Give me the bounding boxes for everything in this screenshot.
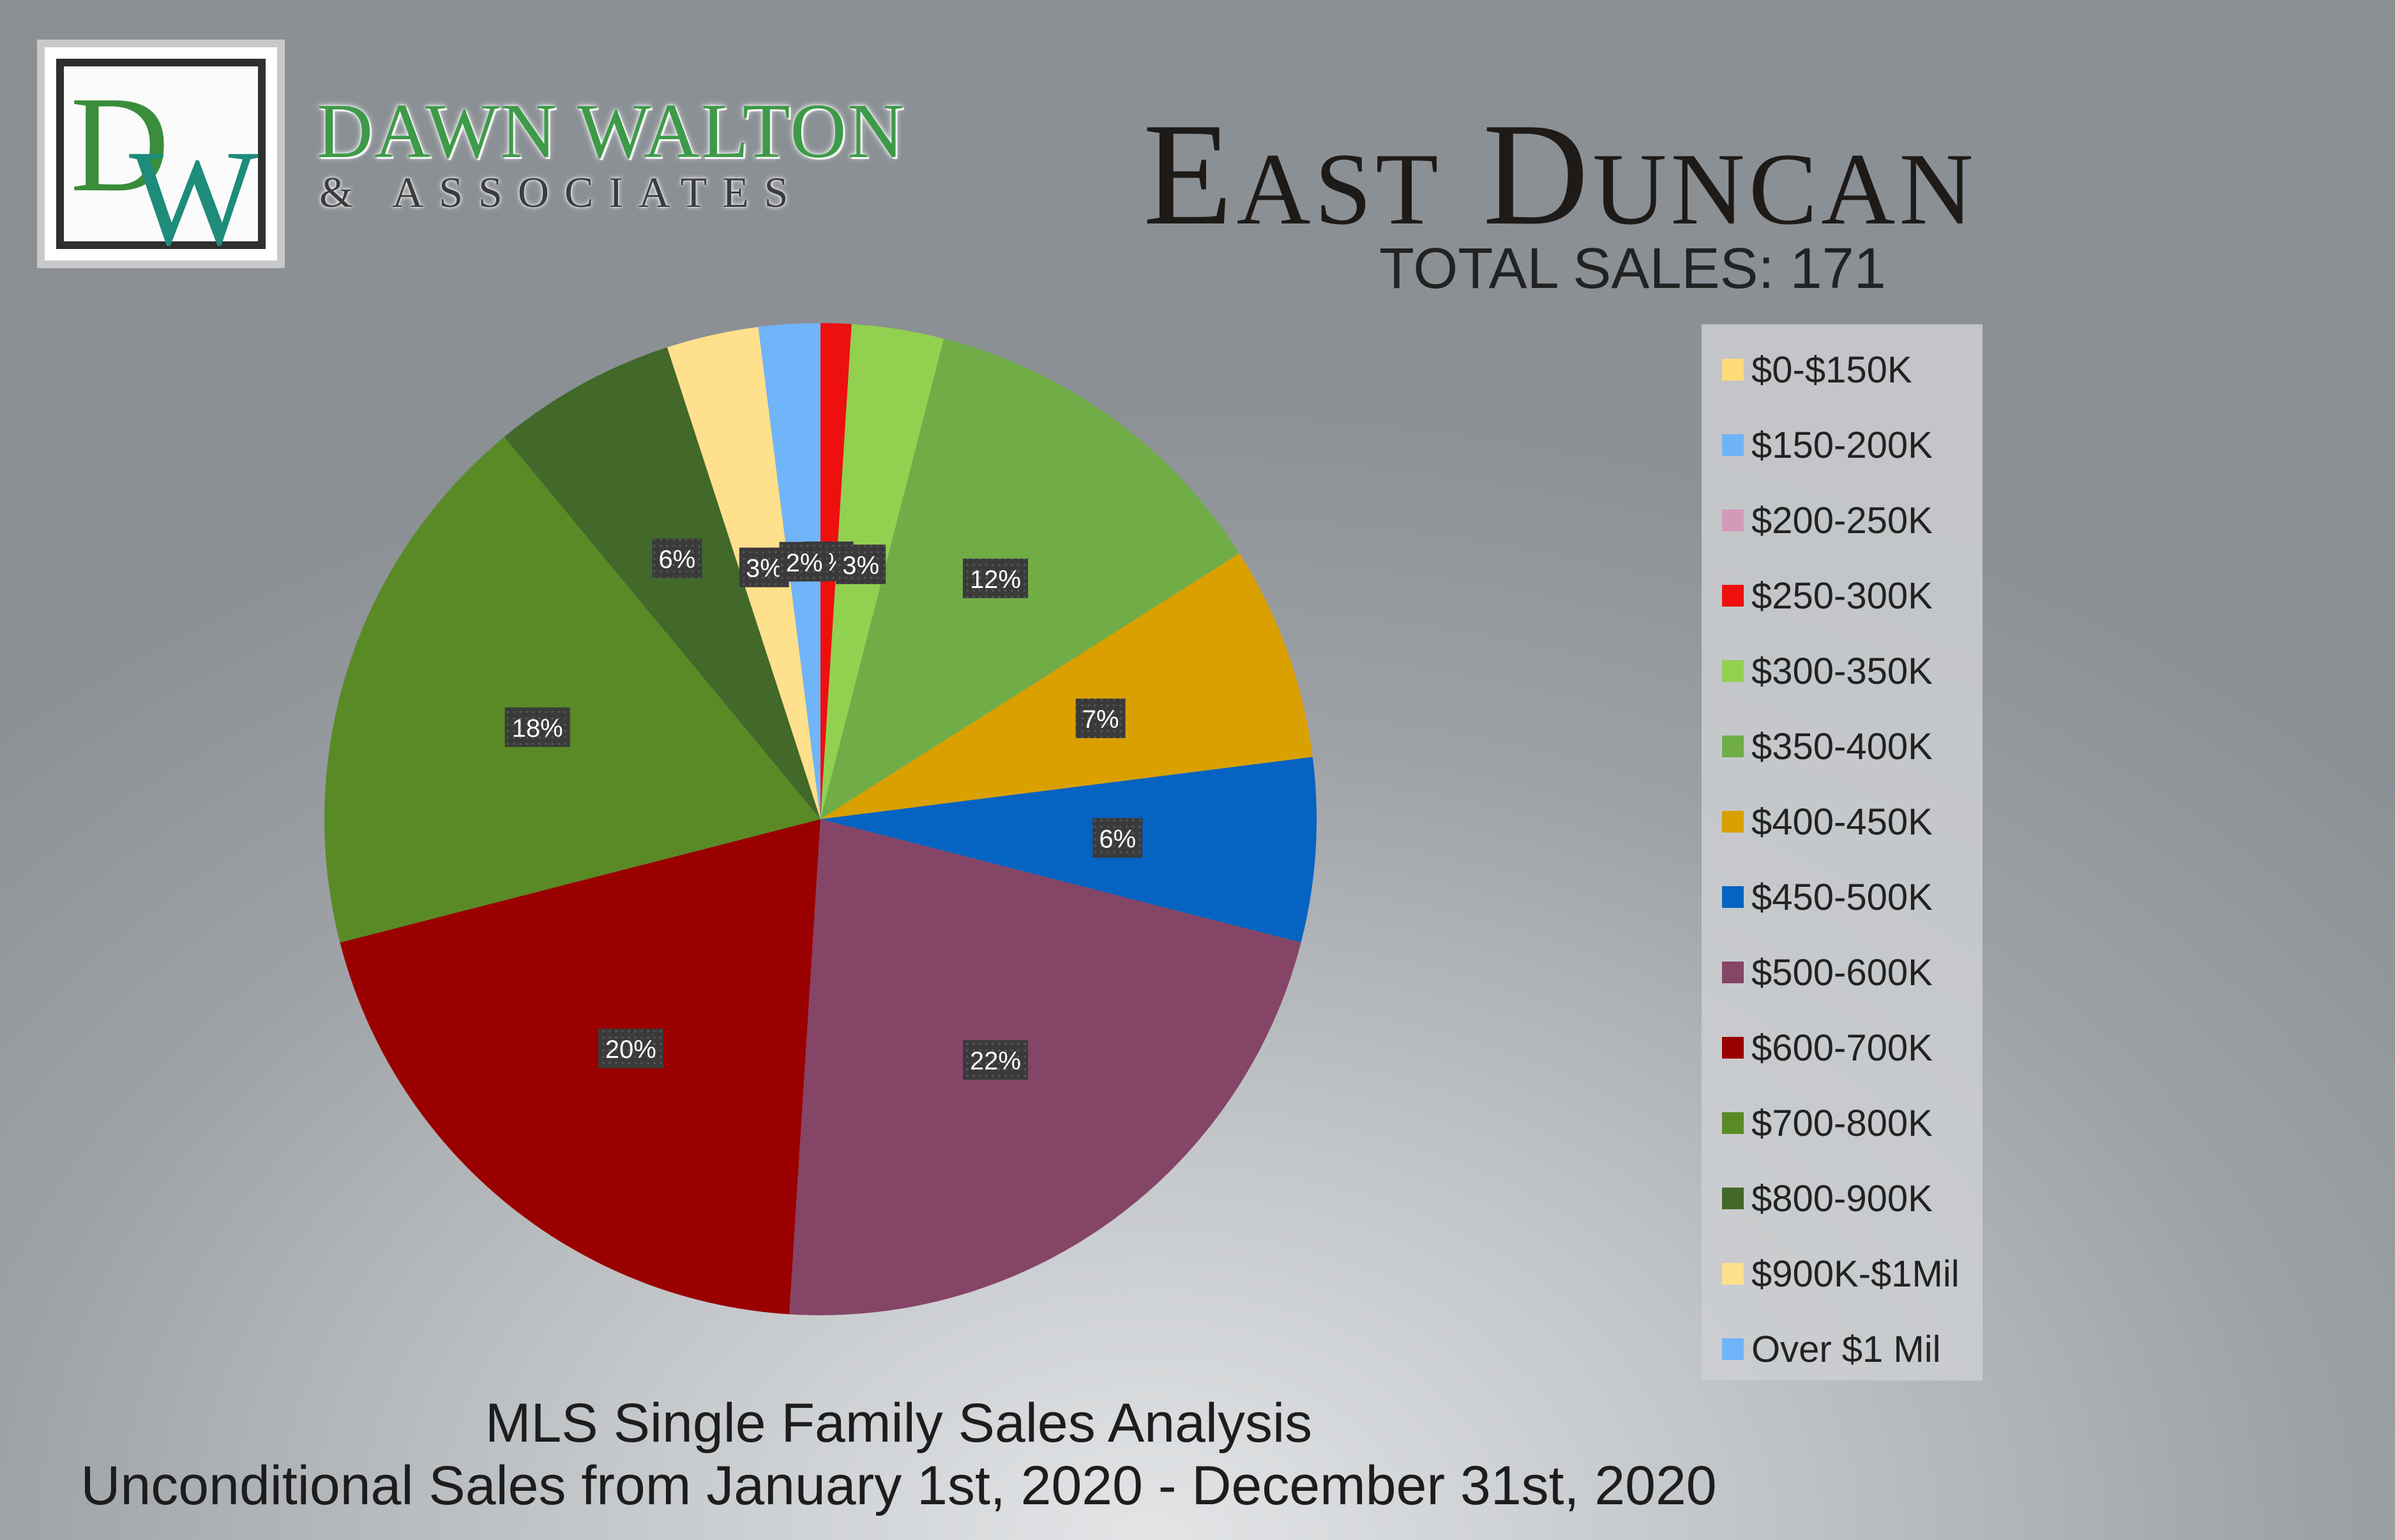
logo-frame: D W <box>56 59 266 266</box>
legend-label: $450-500K <box>1751 876 1933 918</box>
logo: D W <box>37 40 285 268</box>
legend-item: $450-500K <box>1722 875 1933 919</box>
data-label-7: 6% <box>1099 825 1136 853</box>
pie-slice-7 <box>820 757 1317 943</box>
legend-label: $500-600K <box>1751 951 1933 993</box>
pie-slice-8 <box>789 819 1301 1315</box>
legend-swatch <box>1722 1263 1744 1285</box>
brand-name: DAWN WALTON <box>317 88 905 174</box>
legend-item: $800-900K <box>1722 1176 1933 1221</box>
legend-swatch <box>1722 1188 1744 1209</box>
legend-swatch <box>1722 1037 1744 1059</box>
legend-item: $700-800K <box>1722 1101 1933 1145</box>
legend-swatch <box>1722 359 1744 381</box>
data-label-box-6 <box>1075 698 1126 739</box>
data-label-13: 2% <box>786 549 823 577</box>
pie-slice-10 <box>324 437 820 943</box>
pie-slice-6 <box>820 553 1313 819</box>
legend-item: $500-600K <box>1722 950 1933 995</box>
legend-item: Over $1 Mil <box>1722 1327 1941 1371</box>
data-label-11: 6% <box>659 545 696 573</box>
data-label-8: 22% <box>970 1047 1021 1075</box>
logo-monogram-d: D <box>70 68 170 220</box>
pie-slice-5 <box>820 338 1240 819</box>
legend-label: $600-700K <box>1751 1027 1933 1069</box>
legend-swatch <box>1722 434 1744 456</box>
legend-item: $0-$150K <box>1722 347 1912 392</box>
legend-swatch <box>1722 585 1744 607</box>
pie-slice-9 <box>340 819 820 1315</box>
data-label-box-13 <box>779 541 829 582</box>
legend-label: $250-300K <box>1751 575 1933 617</box>
data-label-box-4 <box>836 544 886 584</box>
legend-label: Over $1 Mil <box>1751 1328 1941 1370</box>
pie-data-labels: 1%3%12%7%6%22%20%18%6%3%2% <box>504 538 1143 1080</box>
data-label-4: 3% <box>842 552 879 580</box>
legend-swatch <box>1722 886 1744 908</box>
legend-swatch <box>1722 736 1744 757</box>
legend-label: $350-400K <box>1751 725 1933 767</box>
legend-item: $200-250K <box>1722 498 1933 543</box>
legend-item: $600-700K <box>1722 1025 1933 1070</box>
legend-label: $300-350K <box>1751 650 1933 692</box>
legend-item: $150-200K <box>1722 423 1933 467</box>
data-label-box-7 <box>1092 818 1143 858</box>
legend-item: $350-400K <box>1722 724 1933 769</box>
logo-monogram-w: W <box>129 121 259 274</box>
pie-slice-11 <box>504 347 820 819</box>
legend-item: $300-350K <box>1722 649 1933 693</box>
data-label-box-10 <box>504 707 570 747</box>
legend-label: $700-800K <box>1751 1102 1933 1144</box>
data-label-box-5 <box>963 558 1029 598</box>
data-label-12: 3% <box>746 555 783 583</box>
footer-title: MLS Single Family Sales Analysis <box>485 1393 1313 1454</box>
legend-label: $0-$150K <box>1751 349 1912 391</box>
legend-label: $150-200K <box>1751 424 1933 466</box>
data-label-6: 7% <box>1082 706 1119 734</box>
footer-subtitle: Unconditional Sales from January 1st, 20… <box>80 1455 1717 1516</box>
data-label-box-8 <box>963 1040 1029 1080</box>
pie-slices <box>324 323 1317 1315</box>
data-label-box-11 <box>652 538 702 578</box>
legend-item: $900K-$1Mil <box>1722 1251 1960 1296</box>
data-label-box-9 <box>598 1029 663 1069</box>
data-label-5: 12% <box>970 566 1021 594</box>
legend-item: $250-300K <box>1722 573 1933 618</box>
legend-label: $400-450K <box>1751 801 1933 843</box>
legend-swatch <box>1722 660 1744 682</box>
brand-subtitle: & ASSOCIATES <box>319 168 804 216</box>
legend-item: $400-450K <box>1722 799 1933 844</box>
legend-label: $200-250K <box>1751 499 1933 541</box>
legend-swatch <box>1722 510 1744 531</box>
legend: $0-$150K $150-200K $200-250K $250-300K $300-… <box>1702 324 1983 1380</box>
legend-swatch <box>1722 811 1744 833</box>
legend-swatch <box>1722 1112 1744 1134</box>
legend-label: $800-900K <box>1751 1177 1933 1219</box>
page-title: East Duncan <box>1143 93 1977 255</box>
legend-swatch <box>1722 962 1744 983</box>
legend-swatch <box>1722 1338 1744 1360</box>
total-sales: TOTAL SALES: 171 <box>1379 237 1886 301</box>
data-label-9: 20% <box>605 1036 656 1064</box>
data-label-10: 18% <box>512 714 563 743</box>
legend-label: $900K-$1Mil <box>1751 1253 1960 1295</box>
